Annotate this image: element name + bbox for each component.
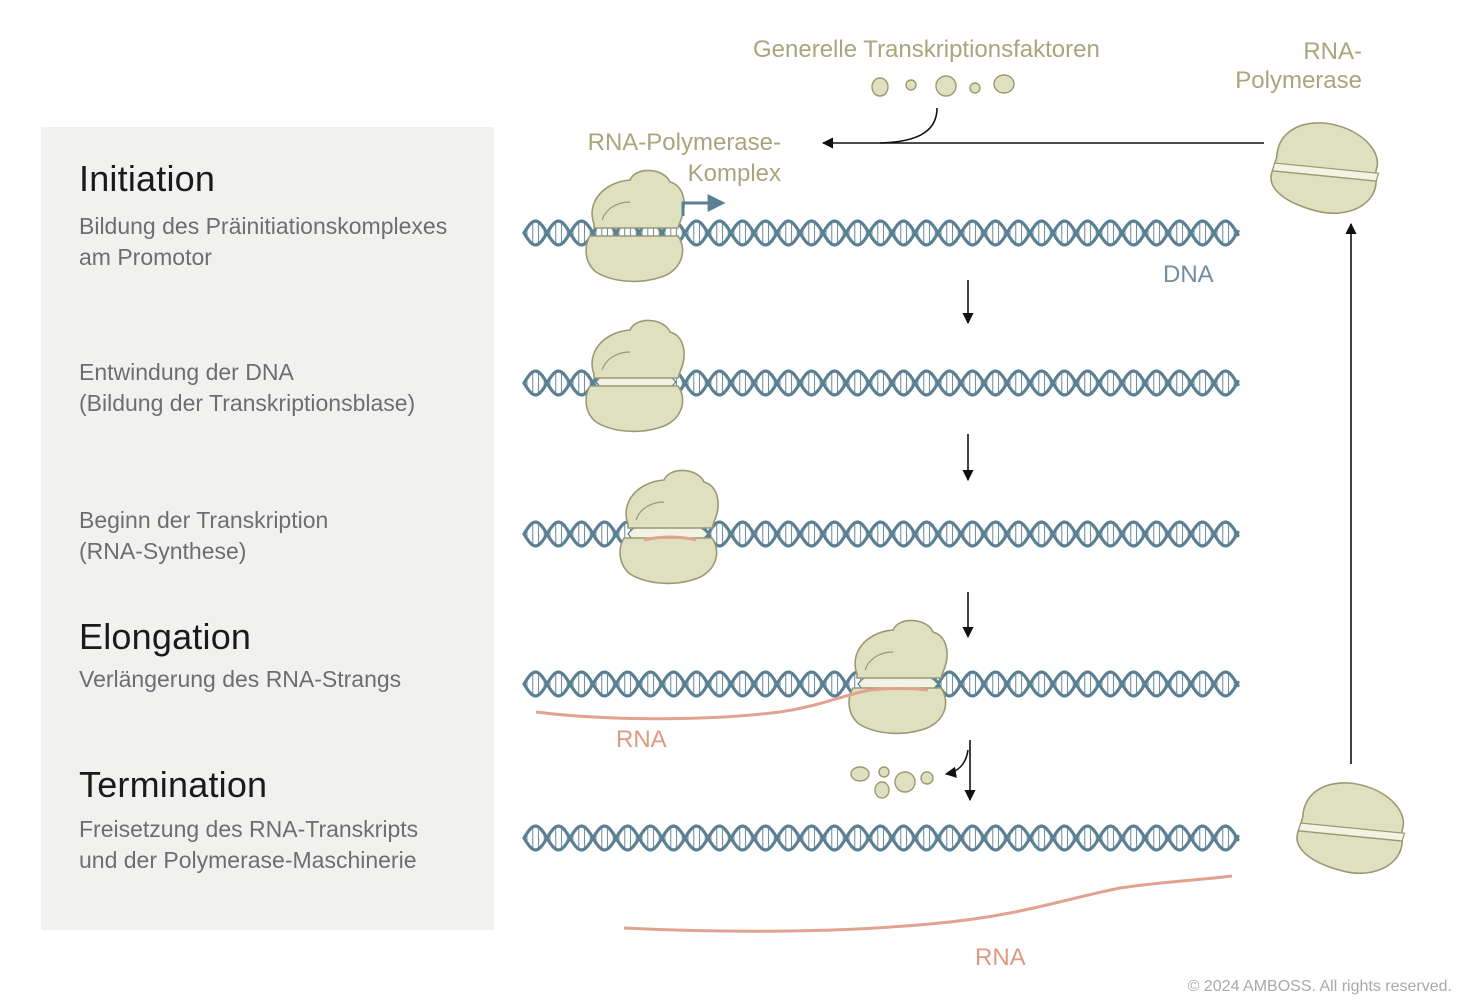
label-general-factors: Generelle Transkriptionsfaktoren <box>753 36 1100 63</box>
copyright-notice: © 2024 AMBOSS. All rights reserved. <box>1187 978 1452 995</box>
label-rna-polymerase-line-1: RNA- <box>1303 38 1362 65</box>
step-release-line-1: Freisetzung des RNA-Transkripts <box>79 816 419 842</box>
dna-helix-5 <box>522 824 1240 852</box>
label-polymerase-complex-line-1: RNA-Polymerase- <box>587 129 781 156</box>
rna-strand-released <box>623 874 1233 933</box>
label-dna: DNA <box>1163 261 1214 288</box>
phase-panel <box>41 127 494 930</box>
step-preinitiation-line-1: Bildung des Präinitiationskomplexes <box>79 213 448 239</box>
step-synthesis-start-line-2: (RNA-Synthese) <box>79 538 247 564</box>
step-preinitiation-line-2: am Promotor <box>79 244 212 270</box>
step-unwinding-line-1: Entwindung der DNA <box>79 359 294 385</box>
label-rna-polymerase: RNA- Polymerase <box>1235 37 1362 95</box>
label-rna-polymerase-line-2: Polymerase <box>1235 67 1362 94</box>
polymerase-complex-elongation <box>535 619 948 735</box>
polymerase-complex-start <box>619 469 719 585</box>
step-unwinding: Entwindung der DNA (Bildung der Transkri… <box>79 357 415 419</box>
step-unwinding-line-2: (Bildung der Transkriptionsblase) <box>79 390 416 416</box>
step-elongation-line-1: Verlängerung des RNA-Strangs <box>79 666 402 692</box>
phase-title-elongation: Elongation <box>79 616 252 657</box>
transcription-factors-top-icon <box>871 74 1015 97</box>
rna-polymerase-released-icon <box>1291 774 1413 882</box>
label-rna-termination: RNA <box>975 944 1026 971</box>
step-release-line-2: und der Polymerase-Maschinerie <box>79 847 417 873</box>
label-rna-elongation: RNA <box>616 726 667 753</box>
phase-title-termination: Termination <box>79 764 268 805</box>
factor-release-arrow-icon <box>944 749 969 778</box>
step-synthesis-start-line-1: Beginn der Transkription <box>79 507 329 533</box>
rna-strand-elongation <box>535 687 929 721</box>
label-polymerase-complex-line-2: Komplex <box>687 160 781 187</box>
step-release: Freisetzung des RNA-Transkripts und der … <box>79 814 418 876</box>
polymerase-complex-unwinding <box>585 319 685 433</box>
label-polymerase-complex: RNA-Polymerase- Komplex <box>588 127 781 189</box>
rna-polymerase-free-icon <box>1265 114 1387 222</box>
step-synthesis-start: Beginn der Transkription (RNA-Synthese) <box>79 505 328 567</box>
step-elongation: Verlängerung des RNA-Strangs <box>79 664 401 695</box>
factors-join-arrow-icon <box>879 107 938 144</box>
transcription-factors-released-icon <box>850 766 934 799</box>
promoter-arrow-icon <box>681 194 726 216</box>
step-preinitiation: Bildung des Präinitiationskomplexes am P… <box>79 211 447 273</box>
phase-title-initiation: Initiation <box>79 158 216 199</box>
